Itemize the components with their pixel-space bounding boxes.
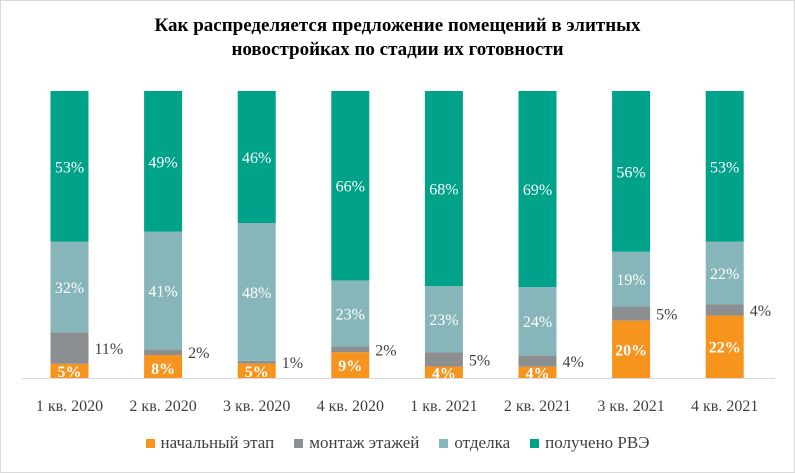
data-label-start-7: 20% bbox=[615, 342, 647, 359]
bar-floors-7 bbox=[612, 306, 651, 321]
data-label-finish-7: 19% bbox=[616, 272, 645, 289]
data-label-ready-8: 53% bbox=[710, 159, 739, 176]
legend-label-finish: отделка bbox=[454, 433, 511, 452]
data-label-finish-8: 22% bbox=[710, 266, 739, 283]
data-label-finish-6: 24% bbox=[523, 314, 552, 331]
bar-floors-6 bbox=[518, 355, 557, 367]
chart-title-line-1: Как распределяется предложение помещений… bbox=[154, 15, 641, 36]
bar-finish-6 bbox=[518, 287, 557, 356]
bar-ready-4 bbox=[331, 91, 370, 281]
bar-floors-8 bbox=[705, 304, 744, 316]
data-label-ready-6: 69% bbox=[523, 182, 552, 199]
data-label-start-1: 5% bbox=[58, 364, 82, 381]
legend-item-floors: монтаж этажей bbox=[294, 433, 419, 453]
bar-finish-4 bbox=[331, 280, 370, 347]
data-label-start-8: 22% bbox=[709, 340, 741, 357]
data-label-floors-2: 2% bbox=[188, 345, 209, 362]
bar-ready-7 bbox=[612, 91, 651, 252]
legend-item-ready: получено РВЭ bbox=[530, 433, 649, 453]
bar-finish-8 bbox=[705, 241, 744, 305]
bar-ready-8 bbox=[705, 91, 744, 242]
data-label-start-6: 4% bbox=[526, 365, 550, 382]
bar-finish-7 bbox=[612, 251, 651, 307]
legend-label-ready: получено РВЭ bbox=[545, 433, 650, 452]
data-label-finish-5: 23% bbox=[429, 312, 458, 329]
data-label-finish-2: 41% bbox=[148, 283, 177, 300]
chart-title-line-2: новостройках по стадии их готовности bbox=[231, 39, 564, 60]
legend-item-start: начальный этап bbox=[145, 433, 275, 453]
data-label-floors-3: 1% bbox=[282, 355, 303, 372]
bar-ready-5 bbox=[424, 91, 463, 287]
x-tick-label-7: 3 кв. 2021 bbox=[597, 398, 664, 415]
data-label-ready-5: 68% bbox=[429, 182, 458, 199]
chart-title: Как распределяется предложение помещений… bbox=[0, 14, 795, 62]
bar-ready-3 bbox=[237, 91, 276, 224]
legend-label-start: начальный этап bbox=[160, 433, 275, 452]
bar-ready-2 bbox=[144, 91, 183, 232]
x-tick-label-8: 4 кв. 2021 bbox=[691, 398, 758, 415]
data-label-floors-5: 5% bbox=[469, 352, 490, 369]
bar-start-6 bbox=[518, 366, 557, 378]
bar-start-2 bbox=[144, 355, 183, 378]
x-tick-label-4: 4 кв. 2020 bbox=[317, 398, 384, 415]
legend-swatch-ready bbox=[530, 438, 540, 448]
bar-floors-1 bbox=[50, 332, 89, 364]
legend-swatch-floors bbox=[294, 438, 304, 448]
data-label-ready-1: 53% bbox=[55, 159, 84, 176]
data-label-finish-3: 48% bbox=[242, 285, 271, 302]
data-label-floors-4: 2% bbox=[375, 342, 396, 359]
bar-start-5 bbox=[424, 366, 463, 378]
bar-finish-2 bbox=[144, 231, 183, 350]
legend-swatch-start bbox=[145, 438, 155, 448]
bar-ready-1 bbox=[50, 91, 89, 242]
bar-finish-3 bbox=[237, 223, 276, 361]
data-label-start-3: 5% bbox=[245, 364, 269, 381]
bar-start-4 bbox=[331, 352, 370, 378]
data-label-floors-1: 11% bbox=[95, 341, 124, 358]
bar-finish-1 bbox=[50, 241, 89, 333]
bar-start-7 bbox=[612, 320, 651, 378]
bar-start-8 bbox=[705, 315, 744, 378]
data-label-ready-4: 66% bbox=[336, 179, 365, 196]
bar-finish-5 bbox=[424, 286, 463, 353]
bar-floors-4 bbox=[331, 346, 370, 353]
data-label-finish-1: 32% bbox=[55, 280, 84, 297]
bar-floors-3 bbox=[237, 360, 276, 364]
data-label-start-2: 8% bbox=[151, 361, 175, 378]
x-tick-label-6: 2 кв. 2021 bbox=[504, 398, 571, 415]
bar-ready-6 bbox=[518, 91, 557, 288]
bar-floors-5 bbox=[424, 352, 463, 367]
x-tick-label-1: 1 кв. 2020 bbox=[36, 398, 103, 415]
data-label-floors-7: 5% bbox=[656, 306, 677, 323]
data-label-finish-4: 23% bbox=[336, 306, 365, 323]
legend-item-finish: отделка bbox=[439, 433, 510, 453]
legend-label-floors: монтаж этажей bbox=[309, 433, 420, 452]
bar-start-3 bbox=[237, 363, 276, 378]
data-label-ready-7: 56% bbox=[616, 164, 645, 181]
data-label-ready-2: 49% bbox=[148, 154, 177, 171]
legend-swatch-finish bbox=[439, 438, 449, 448]
data-label-start-5: 4% bbox=[432, 365, 456, 382]
chart-legend: начальный этап монтаж этажей отделка пол… bbox=[0, 433, 795, 453]
data-label-floors-8: 4% bbox=[750, 303, 771, 320]
x-tick-label-5: 1 кв. 2021 bbox=[410, 398, 477, 415]
data-label-floors-6: 4% bbox=[563, 354, 584, 371]
x-tick-label-3: 3 кв. 2020 bbox=[223, 398, 290, 415]
x-tick-label-2: 2 кв. 2020 bbox=[129, 398, 196, 415]
data-label-ready-3: 46% bbox=[242, 150, 271, 167]
bar-start-1 bbox=[50, 363, 89, 378]
bar-floors-2 bbox=[144, 349, 183, 356]
data-label-start-4: 9% bbox=[338, 358, 362, 375]
